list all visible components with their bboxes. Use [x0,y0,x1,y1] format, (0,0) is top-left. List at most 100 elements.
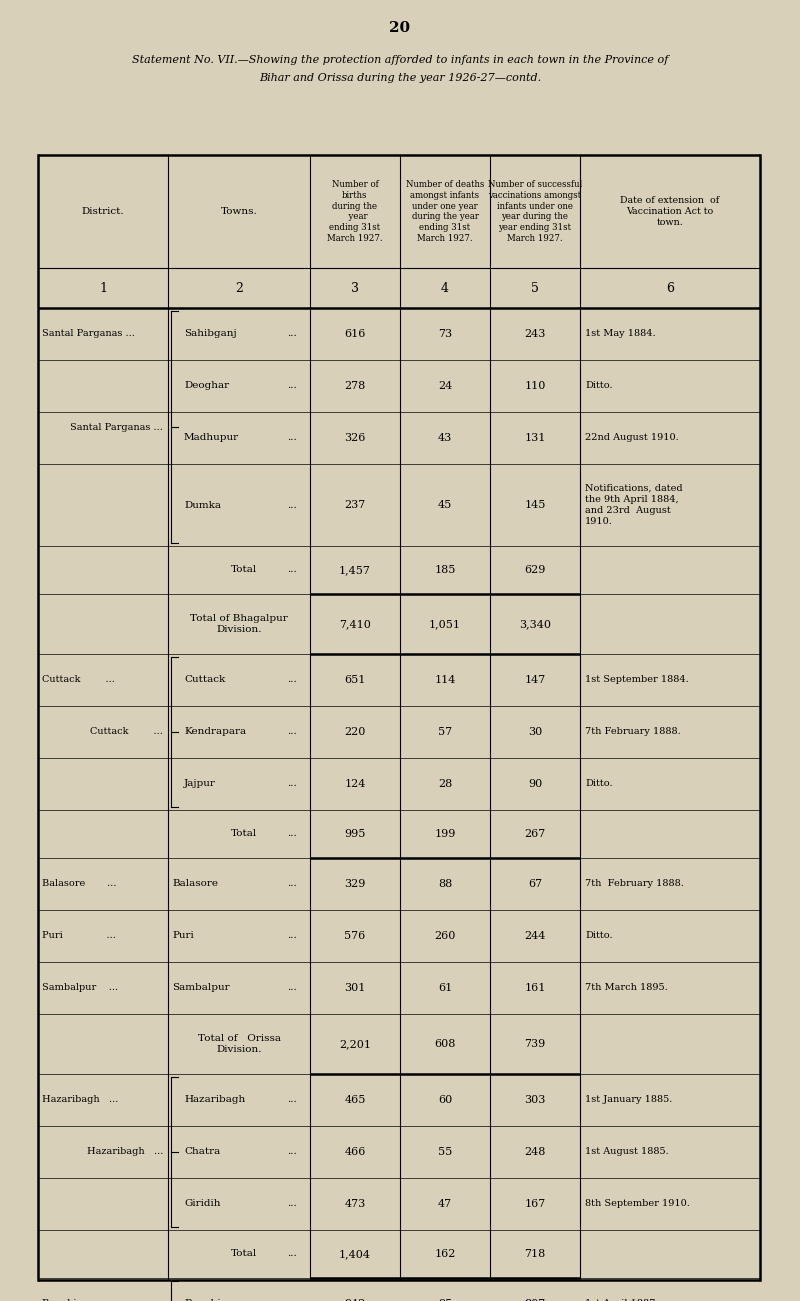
Text: 43: 43 [438,433,452,444]
Text: Number of
births
during the
  year
ending 31st
March 1927.: Number of births during the year ending … [327,180,383,243]
Text: Balasore: Balasore [172,879,218,889]
Text: Dumka: Dumka [184,501,221,510]
Text: 73: 73 [438,329,452,340]
Text: 326: 326 [344,433,366,444]
Text: ...: ... [287,433,297,442]
Text: 7,410: 7,410 [339,619,371,628]
Text: Towns.: Towns. [221,207,258,216]
Text: 55: 55 [438,1147,452,1157]
Text: 576: 576 [344,932,366,941]
Text: 110: 110 [524,381,546,392]
Text: 185: 185 [434,565,456,575]
Text: Total: Total [231,830,257,839]
Text: Cuttack        ...: Cuttack ... [42,675,115,684]
Text: 739: 739 [524,1039,546,1049]
Text: 30: 30 [528,727,542,736]
Text: Sambalpur    ...: Sambalpur ... [42,984,118,993]
Text: Jajpur: Jajpur [184,779,216,788]
Text: Number of deaths
amongst infants
under one year
during the year
ending 31st
Marc: Number of deaths amongst infants under o… [406,180,484,243]
Text: 301: 301 [344,984,366,993]
Text: Santal Parganas ...: Santal Parganas ... [70,423,163,432]
Text: 8th September 1910.: 8th September 1910. [585,1200,690,1209]
Text: 3: 3 [351,281,359,294]
Text: 248: 248 [524,1147,546,1157]
Text: 1st May 1884.: 1st May 1884. [585,329,656,338]
Text: ...: ... [287,727,297,736]
Text: 243: 243 [524,329,546,340]
Text: Ditto.: Ditto. [585,932,613,941]
Text: Total: Total [231,1249,257,1258]
Text: 162: 162 [434,1249,456,1259]
Text: 616: 616 [344,329,366,340]
Text: Hazaribagh   ...: Hazaribagh ... [86,1147,163,1157]
Text: Sambalpur: Sambalpur [172,984,230,993]
Text: 1st January 1885.: 1st January 1885. [585,1095,672,1105]
Text: ...: ... [287,932,297,941]
Text: 1st September 1884.: 1st September 1884. [585,675,689,684]
Text: 2: 2 [235,281,243,294]
Text: ...: ... [287,675,297,684]
Text: Notifications, dated
the 9th April 1884,
and 23rd  August
1910.: Notifications, dated the 9th April 1884,… [585,484,682,526]
Text: Bihar and Orissa during the year 1926-27—contd.: Bihar and Orissa during the year 1926-27… [259,73,541,83]
Text: ...: ... [287,879,297,889]
Text: 88: 88 [438,879,452,889]
Text: Ditto.: Ditto. [585,779,613,788]
Text: ...: ... [287,830,297,839]
Text: ...: ... [287,779,297,788]
Text: 7th  February 1888.: 7th February 1888. [585,879,684,889]
Text: 57: 57 [438,727,452,736]
Text: Sahibganj: Sahibganj [184,329,237,338]
Text: 278: 278 [344,381,366,392]
Text: 7th March 1895.: 7th March 1895. [585,984,668,993]
Text: Hazaribagh   ...: Hazaribagh ... [42,1095,118,1105]
Text: 237: 237 [344,500,366,510]
Text: 167: 167 [524,1200,546,1209]
Text: ...: ... [287,501,297,510]
Text: 20: 20 [390,21,410,35]
Text: ...: ... [287,1095,297,1105]
Text: 303: 303 [524,1095,546,1105]
Text: 45: 45 [438,500,452,510]
Text: Ranchi: Ranchi [184,1300,221,1301]
Text: 24: 24 [438,381,452,392]
Text: 466: 466 [344,1147,366,1157]
Text: Cuttack        ...: Cuttack ... [90,727,163,736]
Text: 199: 199 [434,829,456,839]
Text: 131: 131 [524,433,546,444]
Text: Statement No. VII.—Showing the protection afforded to infants in each town in th: Statement No. VII.—Showing the protectio… [132,55,668,65]
Text: 1: 1 [99,281,107,294]
Text: Madhupur: Madhupur [184,433,239,442]
Text: Giridih: Giridih [184,1200,221,1209]
Text: Puri: Puri [172,932,194,941]
Text: ...: ... [287,1300,297,1301]
Text: 608: 608 [434,1039,456,1049]
Text: 28: 28 [438,779,452,788]
Text: Balasore       ...: Balasore ... [42,879,117,889]
Text: 995: 995 [344,829,366,839]
Text: 90: 90 [528,779,542,788]
Text: 651: 651 [344,675,366,686]
Text: ...: ... [287,566,297,575]
Text: Puri              ...: Puri ... [42,932,116,941]
Text: 3,340: 3,340 [519,619,551,628]
Text: Santal Parganas ...: Santal Parganas ... [42,329,135,338]
Text: 1st August 1885.: 1st August 1885. [585,1147,669,1157]
Text: Total of Bhagalpur
Division.: Total of Bhagalpur Division. [190,614,288,634]
Text: 95: 95 [438,1298,452,1301]
Text: 267: 267 [524,829,546,839]
Text: 244: 244 [524,932,546,941]
Text: 629: 629 [524,565,546,575]
Text: 329: 329 [344,879,366,889]
Text: 807: 807 [524,1298,546,1301]
Text: 1,457: 1,457 [339,565,371,575]
Text: District.: District. [82,207,124,216]
Text: 473: 473 [344,1200,366,1209]
Text: 1st April 1887.: 1st April 1887. [585,1300,658,1301]
Text: 260: 260 [434,932,456,941]
Text: Date of extension  of
Vaccination Act to
town.: Date of extension of Vaccination Act to … [620,196,720,228]
Text: 7th February 1888.: 7th February 1888. [585,727,681,736]
Text: Ranchi         ...: Ranchi ... [42,1300,114,1301]
Text: 147: 147 [524,675,546,686]
Text: 942: 942 [344,1298,366,1301]
Text: 145: 145 [524,500,546,510]
